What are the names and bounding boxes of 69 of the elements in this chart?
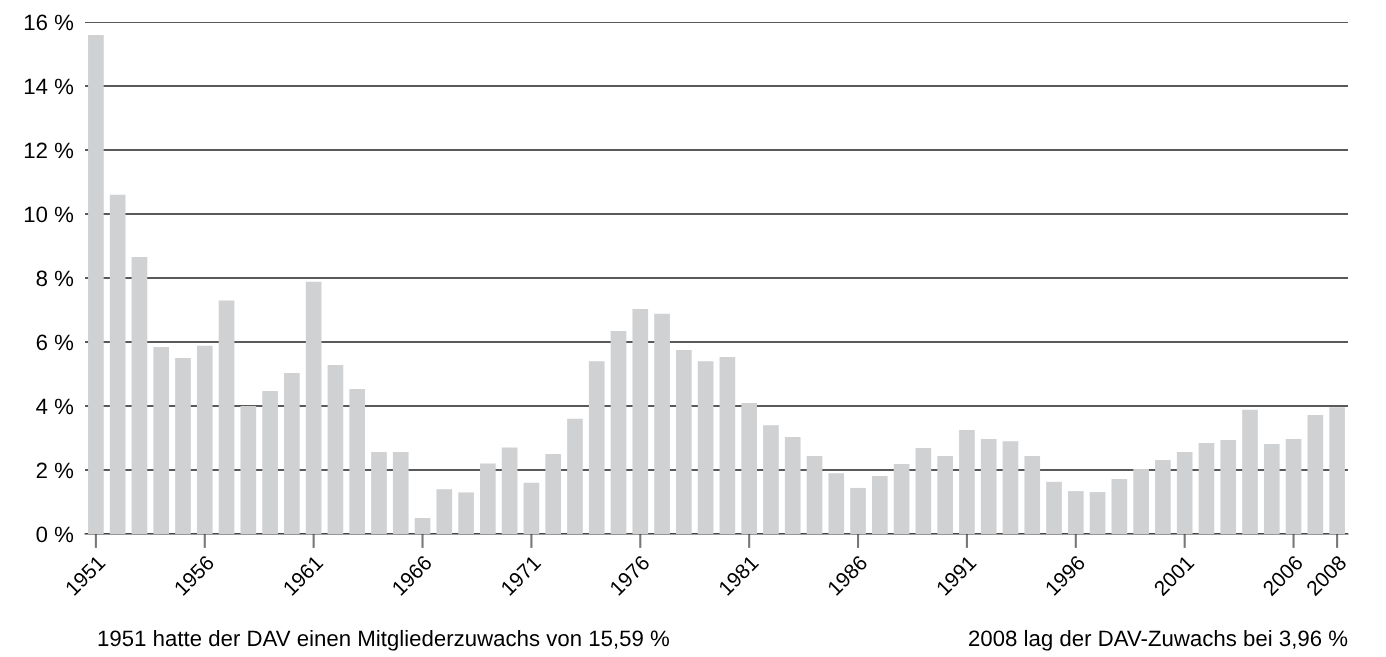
bar xyxy=(436,489,453,534)
bar xyxy=(196,345,213,534)
bar xyxy=(741,403,757,534)
bar xyxy=(937,455,953,534)
bar xyxy=(175,358,191,534)
bar xyxy=(806,455,823,534)
bar xyxy=(1067,491,1084,534)
bar xyxy=(654,313,670,534)
bar xyxy=(523,482,540,534)
bar xyxy=(240,406,257,534)
y-tick-label: 10 % xyxy=(24,206,74,223)
text: 1951 hatte der DAV einen Mitgliederzuwachs von 15,59 % xyxy=(98,629,669,651)
bar xyxy=(1329,407,1345,534)
bar xyxy=(588,361,605,534)
bar xyxy=(1242,409,1258,534)
bar xyxy=(1307,414,1324,534)
bar xyxy=(784,437,801,534)
bar xyxy=(850,487,866,534)
bar xyxy=(871,476,888,534)
bar xyxy=(305,281,322,534)
bar xyxy=(1285,438,1302,534)
bar xyxy=(893,463,910,534)
y-tick-label: 14 % xyxy=(24,78,74,95)
y-tick-label: 0 % xyxy=(36,526,74,543)
bar xyxy=(828,473,845,534)
bar xyxy=(109,194,126,534)
y-tick-label: 8 % xyxy=(36,270,74,287)
bar xyxy=(414,518,431,534)
bar xyxy=(545,454,562,534)
bar xyxy=(284,373,300,534)
bar xyxy=(131,256,148,534)
text: 2008 lag der DAV-Zuwachs bei 3,96 % xyxy=(969,629,1348,651)
bar xyxy=(327,365,344,534)
bar xyxy=(88,35,104,534)
bar xyxy=(1155,460,1171,534)
bar xyxy=(349,389,366,534)
bar xyxy=(1111,478,1128,534)
bar xyxy=(1263,444,1280,534)
y-tick-label: 6 % xyxy=(36,334,74,351)
bar xyxy=(959,430,975,534)
y-tick-label: 4 % xyxy=(36,398,74,415)
bar xyxy=(1089,492,1106,534)
bar xyxy=(262,390,278,534)
bar xyxy=(1024,455,1041,534)
y-tick-label: 2 % xyxy=(36,462,74,479)
bar xyxy=(980,438,997,534)
bar xyxy=(719,357,736,534)
y-tick-label: 12 % xyxy=(24,142,74,159)
bar xyxy=(697,361,714,534)
bar xyxy=(501,447,518,534)
bar xyxy=(567,418,583,534)
bar xyxy=(480,463,496,534)
bar xyxy=(1046,481,1062,534)
bar xyxy=(676,350,692,534)
bar xyxy=(1220,439,1237,534)
bar xyxy=(458,492,474,534)
bar xyxy=(218,300,235,534)
bar xyxy=(153,347,170,534)
bar xyxy=(371,452,387,534)
bar xyxy=(1002,441,1019,534)
bar xyxy=(610,331,627,534)
bar xyxy=(392,452,409,534)
bar xyxy=(1198,443,1215,534)
bar xyxy=(1133,469,1149,534)
bar xyxy=(632,309,649,534)
bar xyxy=(915,447,932,534)
y-tick-label: 16 % xyxy=(24,14,74,31)
bar xyxy=(1176,452,1193,534)
bar xyxy=(763,425,779,534)
